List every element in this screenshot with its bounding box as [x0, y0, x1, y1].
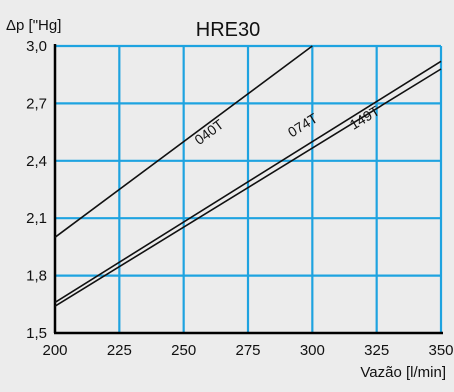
x-tick-label: 250	[171, 342, 196, 359]
y-tick-label: 2,7	[26, 95, 47, 112]
y-tick-label: 2,4	[26, 153, 47, 170]
series-group	[54, 45, 442, 307]
series-line-040t	[54, 45, 313, 238]
series-line-149t	[54, 68, 442, 307]
y-axis-label: Δp ["Hg]	[6, 17, 61, 34]
y-tick-label: 3,0	[26, 38, 47, 55]
x-tick-label: 200	[42, 342, 67, 359]
x-tick-label: 275	[235, 342, 260, 359]
y-tick-label: 1,8	[26, 268, 47, 285]
x-axis-label: Vazão [l/min]	[360, 364, 446, 381]
x-tick-label: 300	[300, 342, 325, 359]
series-line-074t	[54, 60, 442, 304]
grid-lines	[55, 44, 443, 333]
axes: 200 225 250 275 300 325 350 1,5 1,8 2,1 2,4 2,7 3,0	[26, 38, 453, 359]
y-tick-label: 2,1	[26, 210, 47, 227]
x-tick-label: 350	[428, 342, 453, 359]
x-tick-label: 325	[364, 342, 389, 359]
x-tick-label: 225	[107, 342, 132, 359]
chart-title: HRE30	[196, 19, 260, 41]
y-tick-label: 1,5	[26, 325, 47, 342]
